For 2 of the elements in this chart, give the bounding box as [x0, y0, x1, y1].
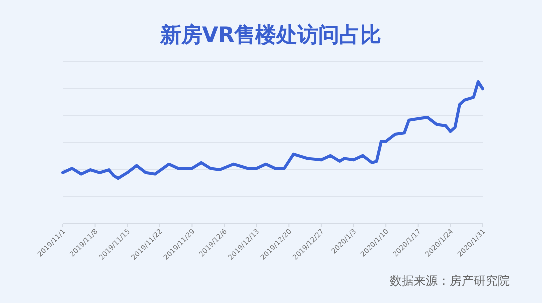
chart-title: 新房VR售楼处访问占比 [159, 23, 382, 47]
source-note: 数据来源：房产研究院 [390, 274, 510, 288]
